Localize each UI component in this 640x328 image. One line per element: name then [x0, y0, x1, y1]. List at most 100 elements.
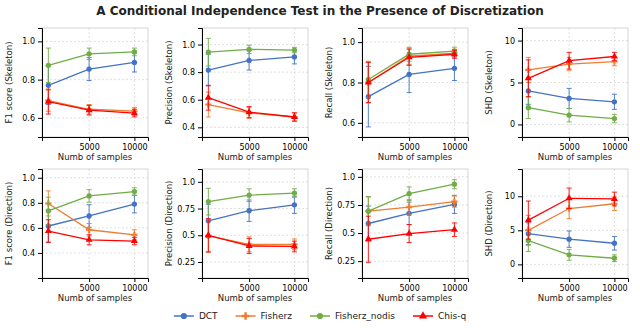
point [526, 105, 531, 110]
series-line [368, 53, 454, 82]
y-axis: 0.60.81.0 [22, 29, 42, 138]
y-tick: 0.6 [22, 224, 42, 233]
series [365, 48, 457, 103]
point [365, 208, 371, 214]
error-bar [247, 45, 252, 53]
x-tick-mark [614, 278, 615, 282]
series-line [368, 230, 454, 240]
series-line [208, 205, 294, 221]
panel: 5000100000.250.50.751.0Numb of samplesPr… [164, 169, 309, 303]
grid-line [202, 127, 308, 128]
x-tick-mark [249, 137, 250, 141]
grid-line [202, 99, 308, 100]
y-tick-mark [38, 178, 42, 179]
point [452, 66, 457, 71]
x-tick-label: 10000 [282, 143, 307, 152]
series [526, 230, 617, 262]
grid-line [89, 28, 90, 137]
x-tick-mark [409, 137, 410, 141]
y-tick-label: 1.0 [22, 37, 35, 46]
y-tick: 10 [505, 192, 522, 201]
point [612, 116, 617, 121]
point [611, 195, 618, 201]
y-tick-mark [358, 205, 362, 206]
y-axis-title: Recall (Skeleton) [324, 47, 334, 118]
error-bar [612, 114, 617, 122]
x-axis: 500010000 [43, 137, 149, 152]
x-tick: 5000 [239, 278, 259, 293]
grid-line [202, 181, 308, 182]
grid-line [202, 72, 308, 73]
error-bar [526, 97, 531, 119]
y-tick: 0.4 [22, 249, 42, 258]
y-tick-label: 5 [510, 226, 515, 235]
grid-line [42, 227, 148, 228]
y-tick: 5 [510, 79, 522, 88]
grid-line [522, 124, 628, 125]
x-axis: 500010000 [43, 278, 149, 293]
x-tick-label: 5000 [239, 284, 259, 293]
error-bar [206, 38, 211, 66]
series [365, 49, 458, 102]
point [205, 94, 212, 100]
panel: 5000100000510Numb of samplesSHD (Directi… [484, 169, 629, 303]
legend: DCTFisherzFisherz_nodisChis-q [174, 311, 466, 321]
plot-area [205, 188, 298, 253]
y-axis-title: Precision (Direction) [164, 181, 174, 267]
point [292, 202, 297, 207]
point [246, 58, 251, 63]
error-bar [87, 58, 92, 81]
point [45, 98, 51, 104]
point [566, 57, 573, 63]
series [366, 180, 457, 226]
error-bar [612, 236, 617, 250]
x-tick: 10000 [282, 278, 307, 293]
point [246, 193, 251, 198]
y-axis-title: SHD (Direction) [484, 190, 494, 256]
series-line [208, 235, 294, 246]
y-tick-label: 1.0 [342, 38, 355, 47]
y-tick-label: 1.0 [182, 41, 195, 50]
point [86, 236, 93, 242]
plot-area [45, 188, 138, 245]
series-line [528, 108, 614, 119]
error-bar [87, 224, 92, 237]
grid [362, 169, 468, 278]
y-tick-mark [198, 209, 202, 210]
y-tick-label: 1.0 [182, 178, 195, 187]
x-tick-mark [614, 137, 615, 141]
point [206, 199, 211, 204]
y-tick: 0.25 [177, 258, 202, 267]
legend-item: Fisherz [236, 311, 293, 321]
grid-line [249, 28, 250, 137]
series-line [208, 193, 294, 202]
plot-frame [522, 169, 628, 278]
x-axis: 500010000 [523, 278, 629, 293]
plot-area [525, 52, 618, 122]
x-tick-mark [249, 278, 250, 282]
x-tick-mark [569, 137, 570, 141]
point [525, 74, 532, 80]
y-tick-mark [38, 118, 42, 119]
y-tick-mark [198, 45, 202, 46]
x-axis-line [203, 279, 309, 283]
panel: 5000100000510Numb of samplesSHD (Skeleto… [484, 28, 629, 162]
x-tick-mark [454, 278, 455, 282]
error-bar [407, 199, 412, 215]
y-axis-line [518, 170, 523, 279]
series [206, 50, 297, 86]
x-tick-mark [134, 278, 135, 282]
grid-line [522, 40, 628, 41]
series [46, 188, 137, 225]
series [46, 48, 137, 82]
grid-line [362, 176, 468, 177]
x-tick-mark [294, 137, 295, 141]
y-tick-label: 0.5 [182, 231, 195, 240]
error-bar [46, 48, 51, 82]
series [205, 92, 297, 121]
series [205, 85, 298, 121]
x-tick-label: 10000 [282, 284, 307, 293]
series-line [528, 204, 614, 231]
y-axis: 0.40.60.81.0 [182, 29, 202, 138]
legend-marker [242, 312, 249, 319]
